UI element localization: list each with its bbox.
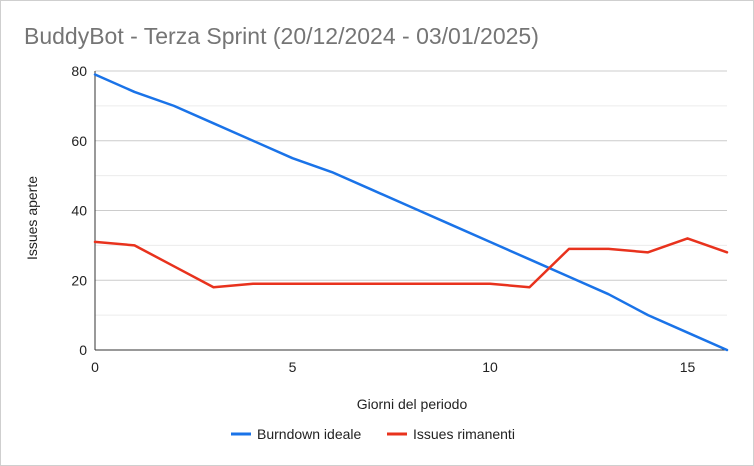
y-tick-label: 0 (79, 342, 87, 358)
series-line-1 (93, 73, 729, 352)
x-tick-label: 5 (289, 359, 297, 375)
series-line-2 (93, 237, 729, 289)
y-tick-labels: 0 20 40 60 80 (71, 63, 87, 358)
y-tick-label: 40 (71, 203, 87, 219)
series-lines (93, 73, 729, 352)
y-tick-label: 20 (71, 272, 87, 288)
x-axis-label: Giorni del periodo (357, 396, 468, 412)
y-tick-label: 60 (71, 133, 87, 149)
x-tick-label: 10 (482, 359, 498, 375)
legend-label: Burndown ideale (257, 426, 362, 442)
legend-label: Issues rimanenti (413, 426, 515, 442)
chart-title: BuddyBot - Terza Sprint (20/12/2024 - 03… (24, 23, 539, 49)
x-tick-label: 0 (91, 359, 99, 375)
x-tick-label: 15 (680, 359, 696, 375)
gridlines (95, 70, 727, 316)
axes (94, 71, 727, 351)
y-tick-label: 80 (71, 63, 87, 79)
x-tick-labels: 0 5 10 15 (91, 359, 695, 375)
legend: Burndown ideale Issues rimanenti (231, 426, 515, 442)
y-axis-label: Issues aperte (24, 176, 40, 260)
